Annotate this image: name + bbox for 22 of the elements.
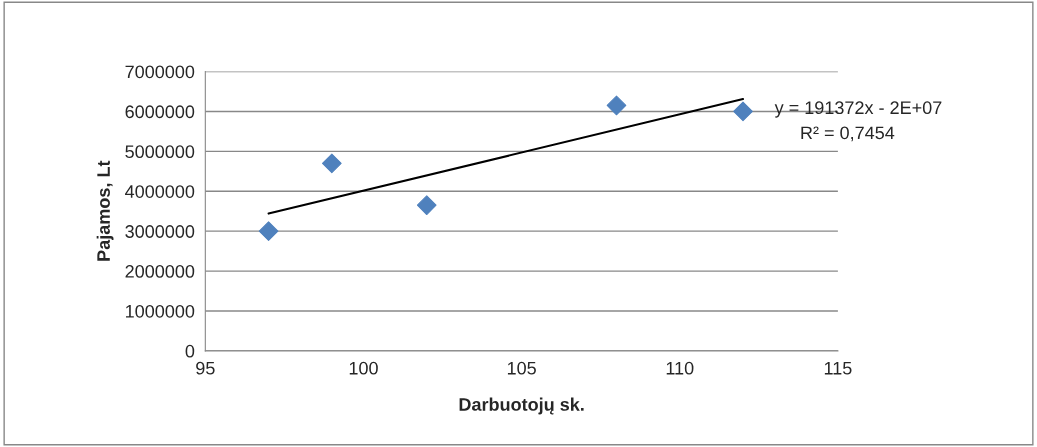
- y-tick-label: 6000000: [125, 105, 195, 119]
- annotation: R² = 0,7454: [801, 126, 895, 142]
- y-tick-label: 4000000: [125, 185, 195, 198]
- point: [606, 95, 627, 116]
- point: [321, 153, 342, 174]
- y-tick-label: 3000000: [125, 225, 195, 238]
- x-tick-label: 105: [507, 361, 536, 375]
- point: [733, 101, 753, 122]
- y-tick-label: 7000000: [125, 65, 195, 79]
- point: [416, 195, 437, 216]
- y-tick-label: 2000000: [125, 265, 195, 278]
- y-tick-label: 1000000: [126, 304, 195, 318]
- x-tick-label: 115: [824, 361, 852, 375]
- point: [258, 221, 279, 242]
- annotation: y = 191372x - 2E+07: [774, 101, 942, 118]
- y-tick-label: 0: [185, 344, 195, 358]
- y-axis-title: Pajamos, Lt: [96, 160, 114, 261]
- x-tick-label: 95: [196, 361, 215, 375]
- y-tick-label: 5000000: [125, 145, 195, 159]
- x-tick-label: 100: [349, 361, 378, 375]
- x-axis-title: Darbuotojų sk.: [459, 397, 584, 415]
- x-tick-label: 110: [666, 361, 694, 375]
